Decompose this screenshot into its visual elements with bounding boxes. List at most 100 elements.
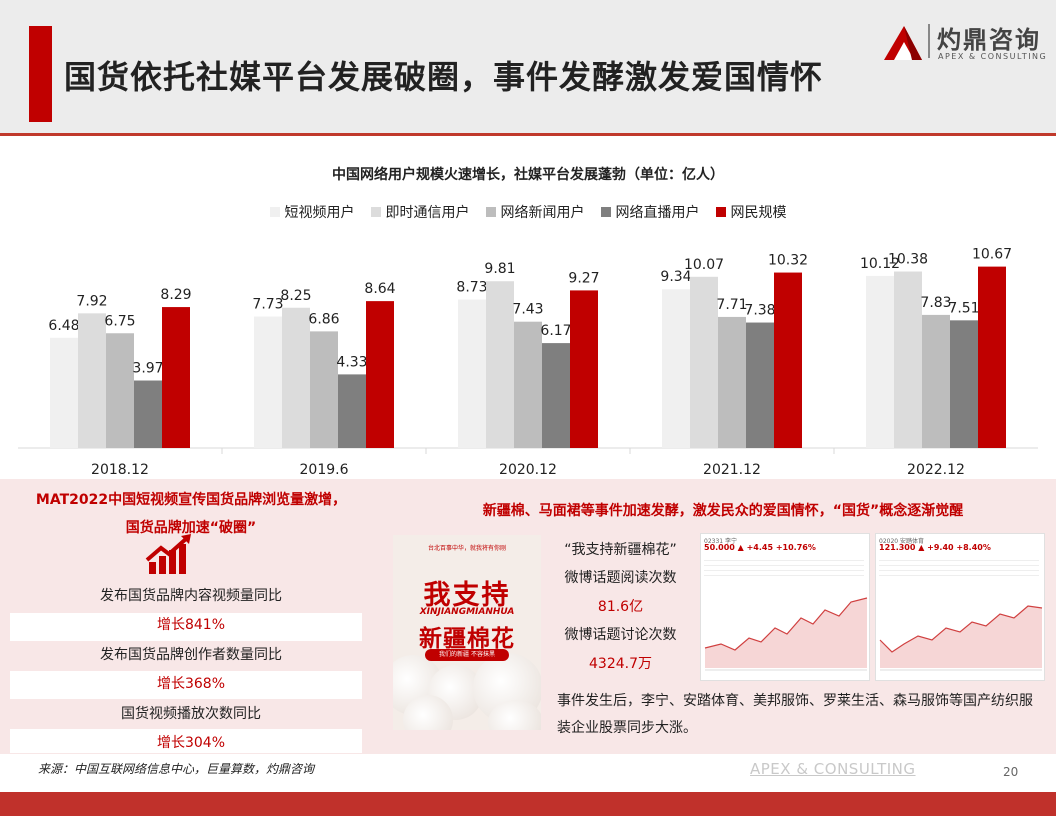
data-label: 7.92 — [76, 293, 107, 309]
bar — [662, 289, 690, 448]
discuss-count-value: 4324.7万 — [589, 656, 652, 672]
short-video-title-line1: MAT2022中国短视频宣传国货品牌浏览量激增， — [35, 492, 347, 508]
stock-price: 50.000 ▲ +4.45 +10.76% — [704, 543, 816, 552]
footer-brand: APEX & CONSULTING — [750, 760, 916, 778]
legend-label: 网络新闻用户 — [500, 205, 585, 221]
read-count-value: 81.6亿 — [597, 599, 644, 615]
data-label: 6.17 — [540, 323, 571, 339]
metric-value-box — [10, 613, 362, 641]
bar — [50, 337, 78, 448]
poster-slogan: 我们的新疆 不容抹黑 — [425, 649, 509, 661]
x-tick-label: 2019.6 — [300, 462, 349, 478]
stock-price: 121.300 ▲ +9.40 +8.40% — [879, 543, 991, 552]
metric-value: 增长841% — [156, 617, 226, 633]
growth-chart-icon — [145, 534, 191, 574]
bar — [746, 322, 774, 448]
bar — [310, 331, 338, 448]
data-label: 9.34 — [660, 269, 691, 285]
stock-quote-grid — [704, 556, 864, 578]
bar — [570, 290, 598, 448]
stock-line-chart — [701, 578, 869, 680]
bar — [282, 307, 310, 448]
x-tick-label: 2022.12 — [907, 462, 965, 478]
legend-swatch — [600, 207, 611, 217]
data-label: 7.73 — [252, 297, 283, 313]
stock-header: 02331 李宁 — [704, 538, 737, 545]
x-tick-label: 2020.12 — [499, 462, 557, 478]
read-count-label: 微博话题阅读次数 — [564, 570, 677, 586]
data-label: 9.27 — [568, 270, 599, 286]
metric-label: 发布国货品牌创作者数量同比 — [100, 647, 282, 663]
bar — [718, 316, 746, 448]
data-label: 8.73 — [456, 280, 487, 296]
data-label: 10.67 — [972, 247, 1012, 263]
legend-swatch — [715, 207, 726, 217]
x-tick-label: 2018.12 — [91, 462, 149, 478]
legend-item: 网络新闻用户 — [485, 202, 585, 222]
x-tick-label: 2021.12 — [703, 462, 761, 478]
data-label: 10.07 — [684, 257, 724, 273]
legend-item: 网络直播用户 — [600, 202, 700, 222]
data-label: 9.81 — [484, 261, 515, 277]
short-video-title-line2: 国货品牌加速“破圈” — [125, 520, 257, 536]
company-logo: 灼鼎咨询 APEX & CONSULTING — [880, 20, 1050, 68]
cotton-poster-image: 台北百事中华，就我将有你刚 我支持 XINJIANGMIANHUA 新疆棉花 我… — [393, 535, 541, 730]
bar — [78, 313, 106, 448]
bar — [338, 374, 366, 448]
data-label: 6.48 — [48, 318, 79, 334]
legend-item: 网民规模 — [715, 202, 787, 222]
poster-top-text: 台北百事中华，就我将有你刚 — [427, 545, 506, 552]
page-title: 国货依托社媒平台发展破圈，事件发酵激发爱国情怀 — [64, 58, 824, 96]
data-label: 6.75 — [104, 313, 135, 329]
bar — [950, 320, 978, 448]
bar — [774, 272, 802, 448]
bar — [690, 276, 718, 448]
logo-subtext: APEX & CONSULTING — [938, 52, 1048, 61]
title-accent-bar — [29, 26, 52, 122]
stock-chart-li-ning: 02331 李宁 50.000 ▲ +4.45 +10.76% — [700, 533, 870, 681]
data-label: 10.12 — [860, 256, 900, 272]
stock-line-chart — [876, 578, 1044, 680]
metric-value-box — [10, 671, 362, 699]
data-label: 8.29 — [160, 287, 191, 303]
metric-value-box — [10, 729, 362, 753]
poster-pinyin: XINJIANGMIANHUA — [419, 607, 515, 617]
footer-bar — [0, 792, 1056, 816]
bar — [366, 301, 394, 448]
bar — [894, 271, 922, 448]
event-description: 事件发生后，李宁、安踏体育、美邦服饰、罗莱生活、森马服饰等国产纺织服装企业股票同… — [557, 693, 1033, 736]
bar — [486, 281, 514, 448]
legend-label: 网民规模 — [730, 205, 787, 221]
event-panel-title: 新疆棉、马面裙等事件加速发酵，激发民众的爱国情怀，“国货”概念逐渐觉醒 — [482, 503, 964, 519]
bar — [922, 314, 950, 448]
data-label: 7.38 — [744, 303, 775, 319]
chart-legend: 短视频用户 即时通信用户 网络新闻用户 网络直播用户 网民规模 — [0, 202, 1056, 222]
poster-subheadline: 新疆棉花 — [419, 626, 515, 652]
bar — [542, 343, 570, 448]
stock-chart-anta: 02020 安踏体育 121.300 ▲ +9.40 +8.40% — [875, 533, 1045, 681]
bar — [978, 266, 1006, 448]
bar — [162, 307, 190, 448]
stock-header: 02020 安踏体育 — [879, 538, 924, 545]
data-label: 6.86 — [308, 311, 339, 327]
bar-chart: 6.48 7.92 6.75 3.97 8.29 2018.12 7.738.25 6.86 4… — [18, 247, 1038, 478]
metric-label: 国货视频播放次数同比 — [121, 706, 261, 722]
poster-headline: 我支持 — [423, 580, 511, 611]
source-note: 来源：中国互联网络信息中心，巨量算数，灼鼎咨询 — [38, 762, 315, 776]
header-band: 国货依托社媒平台发展破圈，事件发酵激发爱国情怀 — [0, 0, 1056, 136]
data-label: 7.83 — [920, 295, 951, 311]
bar — [254, 316, 282, 448]
data-label: 3.97 — [132, 361, 163, 377]
discuss-count-label: 微博话题讨论次数 — [564, 627, 677, 643]
legend-swatch — [269, 207, 280, 217]
legend-label: 短视频用户 — [284, 205, 355, 221]
short-video-panel: MAT2022中国短视频宣传国货品牌浏览量激增， 国货品牌加速“破圈” 发布国货… — [0, 479, 382, 754]
legend-label: 网络直播用户 — [615, 205, 700, 221]
metric-label: 发布国货品牌内容视频量同比 — [100, 588, 282, 604]
weibo-topic: “我支持新疆棉花” — [564, 542, 677, 558]
logo-divider — [928, 24, 930, 58]
bar — [458, 299, 486, 448]
metric-value: 增长368% — [156, 676, 226, 692]
logo-text: 灼鼎咨询 — [937, 26, 1041, 54]
metric-value: 增长304% — [156, 735, 226, 751]
